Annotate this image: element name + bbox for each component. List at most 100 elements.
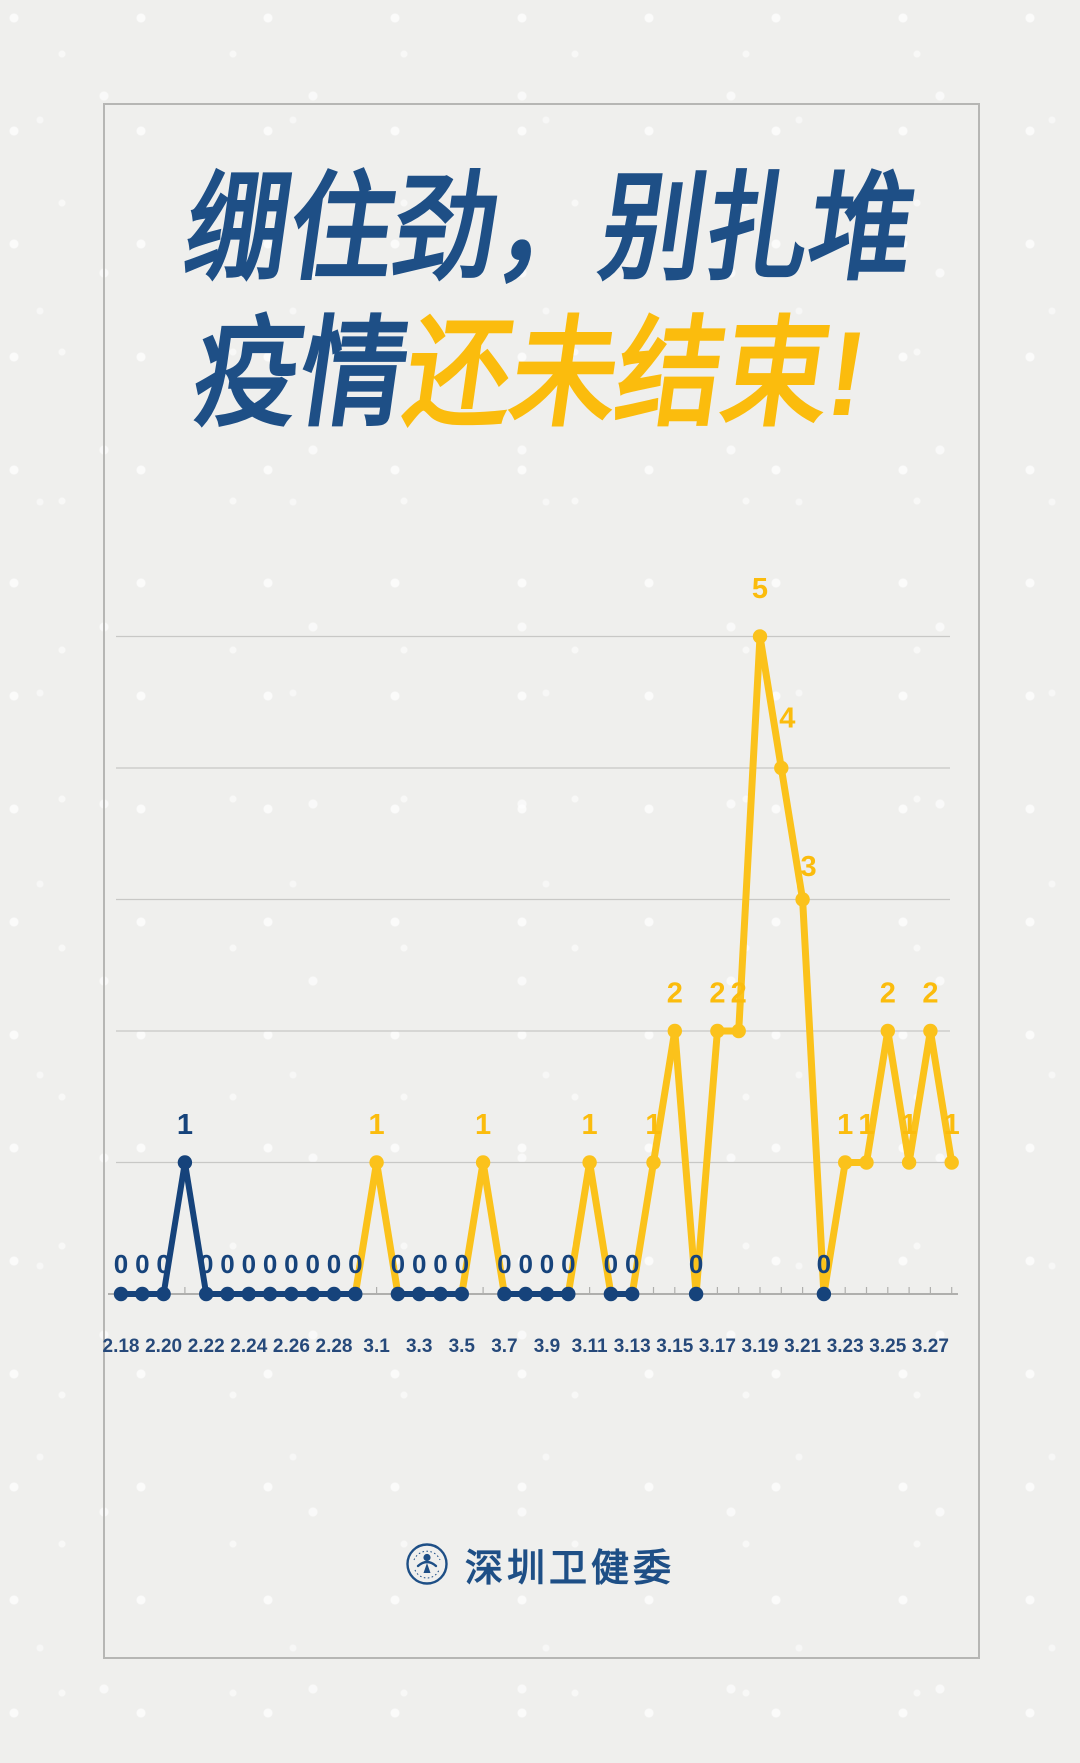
data-point xyxy=(412,1286,427,1302)
data-point xyxy=(390,1286,406,1302)
x-axis-tick-label: 3.21 xyxy=(784,1336,821,1357)
data-point-label: 1 xyxy=(582,1109,598,1141)
data-point-label: 1 xyxy=(944,1109,960,1141)
data-point xyxy=(816,1286,832,1302)
data-point-label: 0 xyxy=(604,1249,618,1279)
data-point-label: 1 xyxy=(858,1109,874,1141)
data-point-label: 0 xyxy=(497,1249,511,1279)
data-point-label: 0 xyxy=(263,1249,277,1279)
x-axis-tick-label: 3.23 xyxy=(827,1336,864,1357)
data-point-label: 0 xyxy=(518,1249,532,1279)
data-point-label: 0 xyxy=(561,1249,575,1279)
data-point xyxy=(497,1286,512,1302)
x-axis-tick-label: 3.27 xyxy=(912,1336,949,1357)
chart-line-segment xyxy=(777,764,807,903)
data-point-label: 1 xyxy=(475,1109,491,1141)
chart-line-segment xyxy=(351,1159,381,1298)
data-point-label: 2 xyxy=(709,978,725,1010)
data-point xyxy=(113,1286,129,1302)
data-point-label: 0 xyxy=(135,1249,149,1279)
data-point-label: 0 xyxy=(220,1249,234,1279)
chart-line-segment xyxy=(373,1159,402,1298)
data-point xyxy=(199,1286,214,1302)
data-point-label: 2 xyxy=(731,978,747,1010)
x-axis-tick-label: 3.25 xyxy=(869,1336,906,1357)
data-point xyxy=(795,892,810,907)
data-point xyxy=(369,1155,384,1170)
data-point-label: 4 xyxy=(779,703,795,735)
data-point-label: 0 xyxy=(114,1249,128,1279)
data-point xyxy=(582,1155,597,1170)
chart-line-segment xyxy=(671,1027,700,1298)
data-point-label: 2 xyxy=(880,978,896,1010)
data-point-label: 0 xyxy=(242,1249,256,1279)
data-point xyxy=(220,1286,235,1302)
data-point-label: 0 xyxy=(817,1249,831,1279)
x-axis-tick-label: 2.28 xyxy=(316,1336,353,1357)
data-point xyxy=(305,1286,320,1302)
data-point-label: 1 xyxy=(837,1109,853,1141)
chart-line-segment xyxy=(884,1027,913,1166)
data-point-label: 2 xyxy=(667,978,683,1010)
data-point xyxy=(348,1286,363,1302)
health-commission-seal-icon xyxy=(406,1543,448,1585)
data-point xyxy=(135,1286,150,1302)
chart-line-segment xyxy=(458,1159,487,1298)
data-point-label: 1 xyxy=(177,1109,193,1141)
chart-line-segment xyxy=(181,1159,210,1297)
chart-line-segment xyxy=(650,1027,679,1166)
footer-org-name: 深圳卫健委 xyxy=(464,1547,675,1590)
data-point xyxy=(774,760,789,776)
data-point xyxy=(646,1155,661,1170)
data-point xyxy=(539,1286,555,1302)
x-axis-tick-label: 3.17 xyxy=(699,1336,736,1357)
data-point-label: 0 xyxy=(412,1249,426,1279)
data-point xyxy=(880,1023,895,1039)
data-point xyxy=(710,1023,725,1039)
data-point xyxy=(667,1023,682,1039)
x-axis-tick-label: 3.3 xyxy=(406,1336,432,1357)
x-axis-tick-label: 3.19 xyxy=(742,1336,779,1357)
footer: 深圳卫健委 xyxy=(0,1536,1080,1592)
data-point xyxy=(518,1286,533,1302)
data-point xyxy=(838,1155,853,1170)
data-point xyxy=(731,1023,746,1039)
poster-border-frame xyxy=(103,103,980,1659)
data-point-label: 0 xyxy=(455,1249,469,1279)
chart-line-segment xyxy=(564,1159,594,1298)
x-axis-tick-label: 3.15 xyxy=(656,1336,693,1357)
data-point xyxy=(284,1286,299,1302)
chart-line-segment xyxy=(692,1027,721,1298)
data-point xyxy=(625,1286,640,1302)
data-point-label: 0 xyxy=(348,1249,362,1279)
data-point xyxy=(326,1286,342,1302)
data-point xyxy=(561,1286,576,1302)
x-axis-tick-label: 3.5 xyxy=(449,1336,476,1357)
data-point-label: 0 xyxy=(625,1249,639,1279)
x-axis-tick-label: 3.11 xyxy=(572,1336,608,1357)
chart-line-segment xyxy=(926,1027,956,1166)
x-axis-tick-label: 2.18 xyxy=(103,1336,140,1357)
x-axis-tick-label: 2.24 xyxy=(230,1336,267,1357)
chart-line-segment xyxy=(628,1159,657,1298)
data-point xyxy=(241,1286,256,1302)
chart-line-segment xyxy=(863,1027,892,1166)
data-point xyxy=(923,1023,938,1039)
data-point-label: 0 xyxy=(433,1249,447,1279)
x-axis-tick-label: 3.1 xyxy=(363,1336,390,1357)
data-point-label: 1 xyxy=(369,1109,385,1141)
data-point-label: 0 xyxy=(540,1249,554,1279)
data-point xyxy=(752,629,768,644)
data-point xyxy=(688,1286,704,1302)
x-axis-tick-label: 2.22 xyxy=(188,1336,225,1357)
chart-line-segment xyxy=(160,1159,188,1297)
data-point-label: 0 xyxy=(305,1249,319,1279)
chart-line-segment xyxy=(799,896,828,1298)
x-axis-tick-label: 2.26 xyxy=(273,1336,310,1357)
data-point-label: 0 xyxy=(199,1249,213,1279)
data-point xyxy=(859,1155,874,1170)
data-point xyxy=(901,1155,917,1170)
chart-line-segment xyxy=(479,1159,508,1298)
data-point-label: 0 xyxy=(284,1249,298,1279)
